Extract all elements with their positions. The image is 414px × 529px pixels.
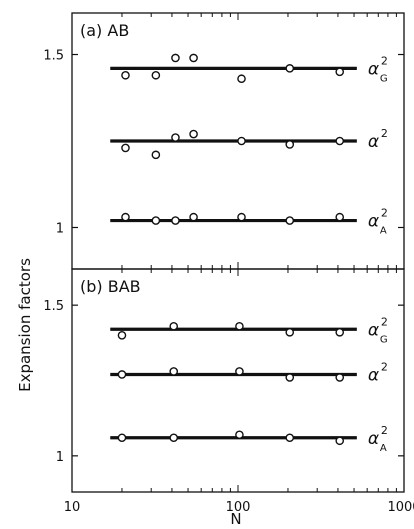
data-point [121, 70, 130, 80]
data-point [151, 216, 161, 225]
data-point [335, 373, 345, 382]
x-axis: 10 100 1000 [64, 500, 414, 515]
data-point [189, 212, 198, 222]
data-point [237, 136, 246, 146]
series-label-sup: 2 [381, 360, 388, 373]
series-2: α 2 A [110, 207, 388, 237]
data-point [285, 433, 295, 443]
data-point [121, 143, 130, 153]
series-label-sup: 2 [381, 127, 388, 140]
series-label-sub: G [380, 73, 388, 84]
panel-label: (a) AB [80, 21, 129, 40]
data-point [335, 327, 345, 337]
x-tick-label: 100 [226, 500, 251, 515]
data-point [285, 216, 295, 225]
y-tick-label: 1 [56, 450, 64, 465]
data-point [171, 133, 180, 142]
y-axis-label: Expansion factors [16, 258, 34, 392]
series-2: α 2 A [110, 424, 388, 454]
y-tick-label: 1.5 [43, 299, 64, 314]
x-tick-label: 1000 [387, 500, 414, 515]
data-point [189, 53, 198, 63]
data-point [117, 330, 127, 340]
series-label-sup: 2 [381, 424, 388, 437]
series-label: α [368, 429, 379, 449]
series-label: α [368, 212, 379, 232]
data-point [237, 212, 246, 222]
data-point [151, 150, 161, 160]
data-point [121, 212, 130, 222]
data-point [235, 367, 244, 376]
data-point [335, 436, 345, 446]
data-point [235, 321, 244, 331]
series-label-sub: A [380, 443, 387, 454]
data-point [117, 370, 127, 379]
data-point [171, 216, 180, 225]
panel-label: (b) BAB [80, 277, 141, 296]
x-axis-label: N [230, 510, 241, 528]
series-label-sup: 2 [381, 207, 388, 220]
data-point [285, 327, 295, 337]
data-point [335, 212, 345, 222]
panel-a: (a) AB1.51α 2Gα 2α 2A [43, 12, 405, 270]
data-point [335, 136, 345, 146]
data-point [169, 433, 179, 443]
plot-frame [71, 268, 405, 493]
series-label: α [368, 132, 379, 152]
data-point [335, 67, 345, 77]
x-tick-label: 10 [64, 500, 81, 515]
series-label: α [368, 59, 379, 79]
data-point [235, 430, 244, 440]
series-label-sup: 2 [381, 315, 388, 328]
data-point [285, 140, 295, 149]
data-point [169, 321, 179, 331]
series-label-sub: G [380, 334, 388, 345]
series-label-sup: 2 [381, 54, 388, 67]
data-point [171, 53, 180, 63]
y-tick-label: 1.5 [43, 49, 64, 64]
data-point [151, 70, 161, 80]
data-point [237, 74, 246, 84]
data-point [285, 64, 295, 73]
data-point [117, 433, 127, 443]
series-0: α 2 G [110, 315, 388, 345]
series-0: α 2 G [110, 53, 388, 84]
data-point [189, 129, 198, 139]
series-label: α [368, 320, 379, 340]
y-tick-label: 1 [56, 221, 64, 236]
data-point [285, 373, 295, 382]
data-point [169, 367, 179, 376]
series-label: α [368, 365, 379, 385]
series-label-sub: A [380, 226, 387, 237]
